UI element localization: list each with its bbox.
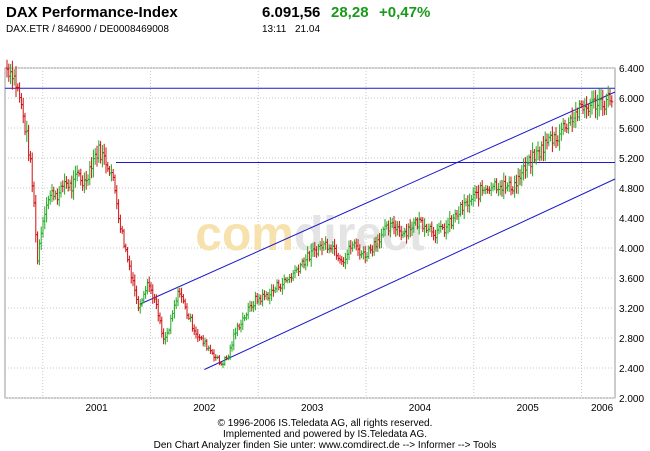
y-tick-label: 5.600 bbox=[619, 124, 644, 135]
price-change-percent: +0,47% bbox=[379, 4, 431, 21]
last-price: 6.091,56 bbox=[262, 4, 321, 21]
y-tick-label: 2.000 bbox=[619, 394, 644, 405]
y-tick-label: 6.400 bbox=[619, 64, 644, 75]
y-tick-label: 5.200 bbox=[619, 154, 644, 165]
x-tick-label: 2001 bbox=[85, 403, 108, 414]
watermark-part-com: com bbox=[195, 208, 294, 261]
x-tick-label: 2005 bbox=[517, 403, 540, 414]
y-tick-label: 2.800 bbox=[619, 334, 644, 345]
y-tick-label: 3.200 bbox=[619, 304, 644, 315]
price-bars bbox=[5, 59, 614, 369]
x-axis-ticks: 2001 2002 2003 2004 2005 2006 bbox=[85, 403, 613, 414]
powered-by-text: Implemented and powered by IS.Teledata A… bbox=[222, 429, 427, 440]
chart-analyzer-link-text[interactable]: Den Chart Analyzer finden Sie unter: www… bbox=[153, 440, 497, 451]
copyright-text: © 1996-2006 IS.Teledata AG, all rights r… bbox=[217, 418, 433, 429]
quote-date: 21.04 bbox=[295, 24, 321, 35]
trendline bbox=[204, 178, 616, 370]
x-tick-label: 2004 bbox=[409, 403, 432, 414]
y-tick-label: 4.000 bbox=[619, 244, 644, 255]
y-tick-label: 6.000 bbox=[619, 94, 644, 105]
x-tick-label: 2003 bbox=[301, 403, 324, 414]
trendline bbox=[139, 91, 616, 305]
y-tick-label: 3.600 bbox=[619, 274, 644, 285]
y-tick-label: 4.800 bbox=[619, 184, 644, 195]
price-change: 28,28 bbox=[331, 4, 369, 21]
y-tick-label: 2.400 bbox=[619, 364, 644, 375]
y-axis-ticks: 2.000 2.400 2.800 3.200 3.600 4.000 4.400 4.800… bbox=[619, 64, 644, 405]
x-tick-label: 2002 bbox=[193, 403, 216, 414]
trendlines bbox=[5, 87, 616, 370]
price-bar bbox=[610, 95, 614, 108]
y-tick-label: 4.400 bbox=[619, 214, 644, 225]
plot-area bbox=[4, 67, 616, 399]
quote-time: 13:11 bbox=[262, 24, 287, 35]
x-tick-label: 2006 bbox=[591, 403, 614, 414]
security-identifiers: DAX.ETR / 846900 / DE0008469008 bbox=[6, 24, 169, 35]
chart-title: DAX Performance-Index bbox=[6, 4, 178, 21]
